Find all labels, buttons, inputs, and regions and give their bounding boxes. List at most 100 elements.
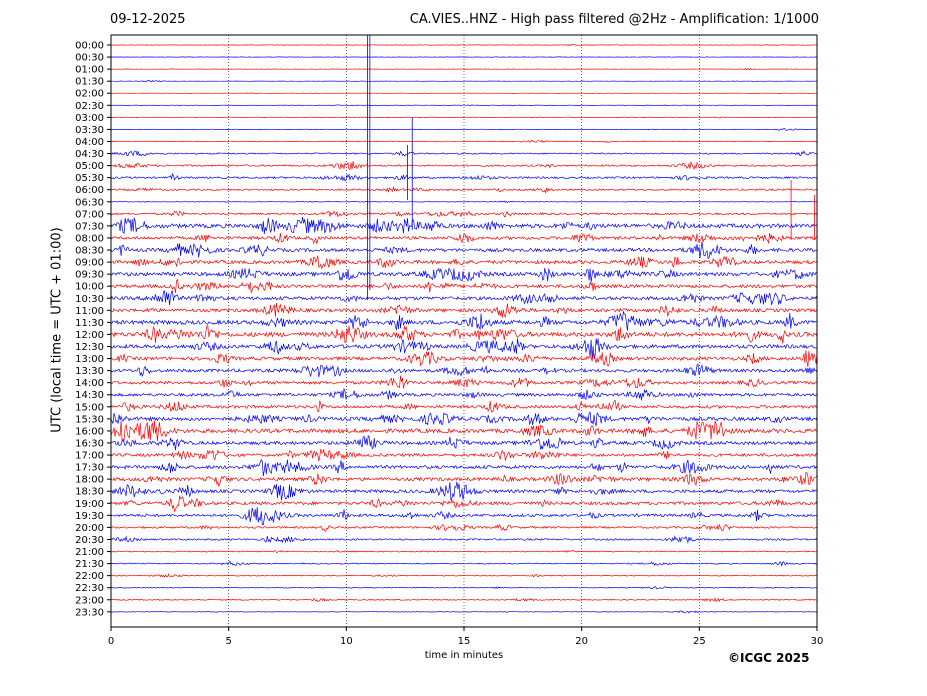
- row-label: 11:00: [75, 306, 104, 317]
- trace-row: [110, 560, 818, 567]
- trace-row: [110, 597, 818, 603]
- row-label: 13:30: [75, 366, 104, 377]
- row-label: 02:00: [75, 89, 104, 100]
- row-label: 19:00: [75, 499, 104, 510]
- trace-row: [110, 434, 818, 451]
- trace-row: [110, 400, 818, 413]
- row-label: 14:30: [75, 390, 104, 401]
- trace-row: [110, 139, 818, 144]
- row-label: 09:30: [75, 270, 104, 281]
- trace-row: [110, 302, 818, 319]
- row-label: 07:00: [75, 209, 104, 220]
- row-label: 20:00: [75, 523, 104, 534]
- row-label: 20:30: [75, 535, 104, 546]
- row-label: 05:00: [75, 161, 104, 172]
- row-label: 13:00: [75, 354, 104, 365]
- copyright-label: ©ICGC 2025: [728, 651, 810, 665]
- x-tick-label: 0: [108, 636, 114, 647]
- chart-title: CA.VIES..HNZ - High pass filtered @2Hz -…: [409, 12, 819, 27]
- grid-lines: [228, 35, 700, 627]
- date-label: 09-12-2025: [110, 12, 186, 27]
- row-label: 17:30: [75, 463, 104, 474]
- x-tick-label: 20: [575, 636, 588, 647]
- row-label: 03:30: [75, 125, 104, 136]
- row-label: 10:30: [75, 294, 104, 305]
- row-label: 07:30: [75, 221, 104, 232]
- row-label: 19:30: [75, 511, 104, 522]
- trace-row: [110, 79, 818, 83]
- row-label: 21:30: [75, 559, 104, 570]
- trace-row: [110, 350, 818, 367]
- trace-row: [111, 549, 818, 553]
- trace-row: [110, 586, 818, 590]
- row-label: 18:30: [75, 487, 104, 498]
- x-tick-label: 5: [225, 636, 231, 647]
- row-label: 23:00: [75, 595, 104, 606]
- row-label: 04:00: [75, 137, 104, 148]
- trace-row: [110, 448, 818, 462]
- row-label: 22:00: [75, 571, 104, 582]
- trace-row: [110, 310, 818, 331]
- x-tick-label: 25: [693, 636, 706, 647]
- row-label: 10:00: [75, 282, 104, 293]
- trace-row: [110, 67, 818, 71]
- trace-row: [110, 420, 818, 442]
- row-label: 17:00: [75, 451, 104, 462]
- trace-row: [110, 185, 818, 194]
- trace-row: [110, 44, 818, 47]
- trace-row: [110, 172, 818, 182]
- row-label: 15:00: [75, 402, 104, 413]
- trace-row: [110, 610, 818, 614]
- row-label: 04:30: [75, 149, 104, 160]
- trace-row: [110, 375, 818, 389]
- row-label: 12:00: [75, 330, 104, 341]
- trace-row: [110, 104, 818, 107]
- trace-row: [110, 325, 818, 344]
- trace-row: [110, 535, 818, 544]
- trace-row: [110, 363, 818, 378]
- trace-row: [110, 481, 818, 501]
- trace-row: [110, 128, 818, 131]
- trace-row: [110, 338, 817, 359]
- row-label: 00:00: [75, 41, 104, 52]
- plot-frame: [110, 34, 818, 628]
- trace-row: [110, 161, 818, 170]
- trace-row: [110, 241, 817, 260]
- x-tick-label: 15: [458, 636, 471, 647]
- row-label: 01:30: [75, 77, 104, 88]
- trace-row: [110, 279, 818, 294]
- x-axis-label: time in minutes: [424, 650, 504, 661]
- trace-row: [110, 387, 818, 401]
- trace-row: [110, 200, 818, 203]
- trace-row: [110, 458, 818, 477]
- trace-row: [110, 150, 818, 157]
- row-label: 01:00: [75, 65, 104, 76]
- trace-row: [110, 507, 818, 526]
- trace-row: [110, 255, 818, 270]
- x-ticks: 0 5 10 15 20 25 30: [108, 627, 823, 647]
- trace-row: [110, 210, 818, 218]
- trace-row: [110, 233, 818, 245]
- trace-row: [110, 116, 818, 119]
- row-label: 08:00: [75, 233, 104, 244]
- trace-row: [110, 523, 818, 532]
- trace-row: [110, 56, 817, 58]
- row-label: 06:30: [75, 197, 104, 208]
- row-label: 16:00: [75, 426, 104, 437]
- row-label: 23:30: [75, 607, 104, 618]
- trace-row: [110, 411, 818, 427]
- row-label: 15:30: [75, 414, 104, 425]
- trace-row: [110, 217, 818, 235]
- x-tick-label: 10: [340, 636, 353, 647]
- row-label: 11:30: [75, 318, 104, 329]
- trace-row: [110, 267, 818, 283]
- row-label: 21:00: [75, 547, 104, 558]
- trace-row: [110, 472, 818, 488]
- trace-row: [110, 495, 818, 512]
- seismic-traces: [110, 35, 818, 614]
- row-labels: 00:0000:3001:0001:3002:0002:3003:0003:30…: [75, 41, 111, 618]
- row-label: 18:00: [75, 475, 104, 486]
- row-label: 06:00: [75, 185, 104, 196]
- row-label: 22:30: [75, 583, 104, 594]
